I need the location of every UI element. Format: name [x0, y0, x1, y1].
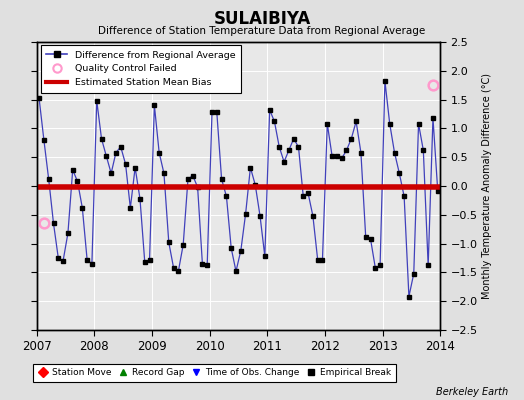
Text: Berkeley Earth: Berkeley Earth — [436, 387, 508, 397]
Legend: Station Move, Record Gap, Time of Obs. Change, Empirical Break: Station Move, Record Gap, Time of Obs. C… — [32, 364, 396, 382]
Text: Difference of Station Temperature Data from Regional Average: Difference of Station Temperature Data f… — [99, 26, 425, 36]
Y-axis label: Monthly Temperature Anomaly Difference (°C): Monthly Temperature Anomaly Difference (… — [482, 73, 492, 299]
Text: SULAIBIYA: SULAIBIYA — [213, 10, 311, 28]
